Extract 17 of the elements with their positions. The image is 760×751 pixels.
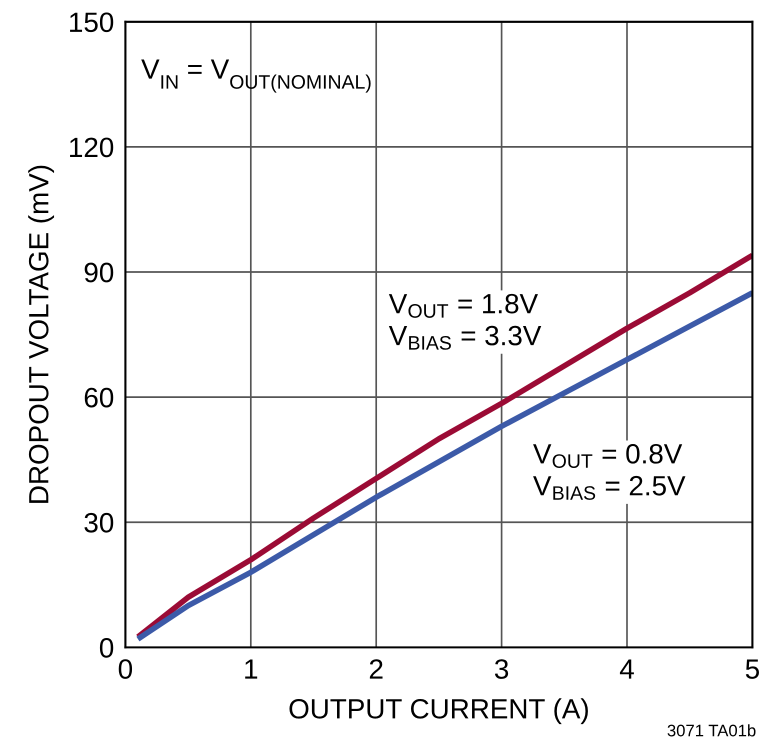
x-tick-label: 0 <box>118 659 132 679</box>
x-axis-title: OUTPUT CURRENT (A) <box>289 698 588 724</box>
y-axis-title: DROPOUT VOLTAGE (mV) <box>28 166 54 503</box>
text: V$_{OUT}$ = 1.8V V$_{BIAS}$ = 3.3V <box>388 294 542 350</box>
text: V$_{OUT}$ = 0.8V V$_{BIAS}$ = 2.5V <box>533 444 686 500</box>
y-tick-label: 120 <box>70 138 114 158</box>
y-tick-label: 90 <box>84 262 114 282</box>
x-tick-label: 3 <box>494 659 508 679</box>
y-tick-label: 60 <box>84 388 114 408</box>
x-tick-label: 1 <box>245 659 258 679</box>
x-tick-label: 2 <box>370 659 383 679</box>
y-tick-label: 0 <box>100 638 114 658</box>
x-tick-label: 5 <box>746 659 759 679</box>
y-tick-label: 150 <box>70 12 114 32</box>
text: 3071 TA01b <box>668 724 756 736</box>
x-tick-label: 4 <box>620 659 634 679</box>
y-tick-label: 30 <box>84 512 114 533</box>
